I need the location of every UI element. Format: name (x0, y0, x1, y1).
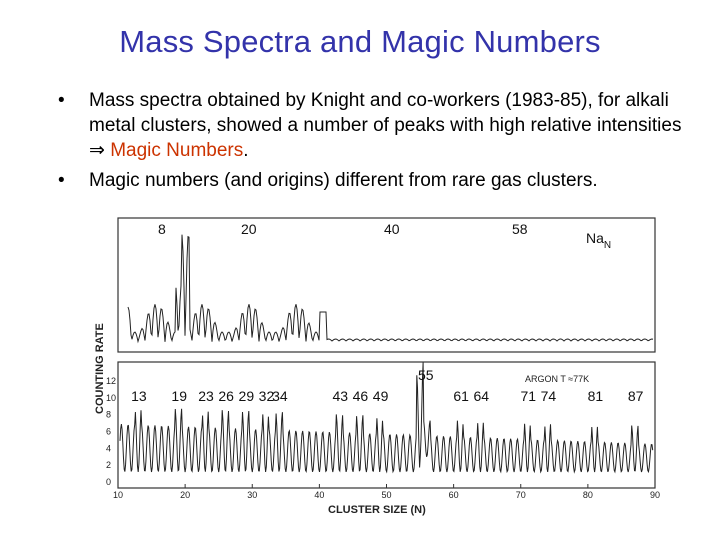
bottom-peak-label: 29 (239, 388, 255, 404)
top-peak-label: 20 (241, 221, 257, 237)
top-panel-frame (117, 217, 656, 353)
x-axis-label: CLUSTER SIZE (N) (328, 504, 426, 516)
top-peak-label: 40 (384, 221, 400, 237)
x-tick-label: 20 (180, 490, 190, 500)
mass-spectra-plot: COUNTING RATE 8 20 40 58 NaN ARGON T ≈77… (94, 217, 660, 516)
bottom-panel-label: ARGON T ≈77K (525, 374, 589, 384)
x-tick-label: 70 (516, 490, 526, 500)
argon-spectrum-trace (119, 362, 654, 474)
x-tick-label: 90 (650, 490, 660, 500)
y-axis-label: COUNTING RATE (94, 323, 106, 414)
bottom-peak-label: 55 (418, 367, 434, 383)
slide-title: Mass Spectra and Magic Numbers (119, 24, 601, 59)
y-tick-label: 8 (106, 410, 111, 420)
y-tick-label: 2 (106, 460, 111, 470)
bottom-peak-label: 13 (131, 388, 147, 404)
bullet-1-text: Mass spectra obtained by Knight and co-w… (89, 90, 682, 136)
bullet-dot: • (58, 90, 65, 111)
sodium-spectrum-trace (127, 234, 654, 344)
magic-numbers-highlight: Magic Numbers (110, 140, 244, 161)
implies-arrow: ⇒ (89, 140, 105, 161)
bottom-peak-label: 49 (373, 388, 389, 404)
bottom-peak-label: 32 (259, 388, 275, 404)
x-tick-label: 80 (583, 490, 593, 500)
top-panel-label-sub: N (604, 240, 611, 251)
bullet-item-2: • Magic numbers (and origins) different … (58, 168, 698, 193)
top-peak-label: 58 (512, 221, 528, 237)
top-panel-label: NaN (586, 230, 611, 251)
top-panel-label-main: Na (586, 230, 604, 246)
y-tick-label: 12 (106, 376, 116, 386)
y-tick-label: 4 (106, 443, 111, 453)
bottom-peak-label: 74 (541, 388, 557, 404)
bottom-peak-label: 34 (272, 388, 288, 404)
bullet-dot: • (58, 170, 65, 191)
x-tick-label: 30 (247, 490, 257, 500)
bullet-1-tail: . (243, 140, 249, 161)
y-tick-label: 10 (106, 393, 116, 403)
x-tick-label: 60 (449, 490, 459, 500)
bottom-peak-label: 64 (473, 388, 489, 404)
bullet-2-text: Magic numbers (and origins) different fr… (89, 170, 598, 191)
bottom-peak-label: 23 (198, 388, 214, 404)
top-peak-label: 8 (158, 221, 166, 237)
bottom-peak-label: 81 (588, 388, 604, 404)
x-tick-label: 10 (113, 490, 123, 500)
y-tick-label: 6 (106, 427, 111, 437)
bullet-item-1: • Mass spectra obtained by Knight and co… (58, 88, 698, 163)
x-tick-label: 50 (382, 490, 392, 500)
y-tick-label: 0 (106, 477, 111, 487)
bottom-peak-label: 87 (628, 388, 644, 404)
bullet-list: • Mass spectra obtained by Knight and co… (58, 88, 698, 198)
x-tick-label: 40 (314, 490, 324, 500)
bottom-peak-label: 26 (218, 388, 234, 404)
bottom-peak-label: 46 (353, 388, 369, 404)
bottom-peak-label: 61 (453, 388, 469, 404)
bottom-peak-label: 43 (333, 388, 349, 404)
mass-spectra-figure: COUNTING RATE 8 20 40 58 NaN ARGON T ≈77… (88, 214, 663, 522)
bottom-peak-label: 71 (520, 388, 536, 404)
bottom-peak-label: 19 (171, 388, 187, 404)
